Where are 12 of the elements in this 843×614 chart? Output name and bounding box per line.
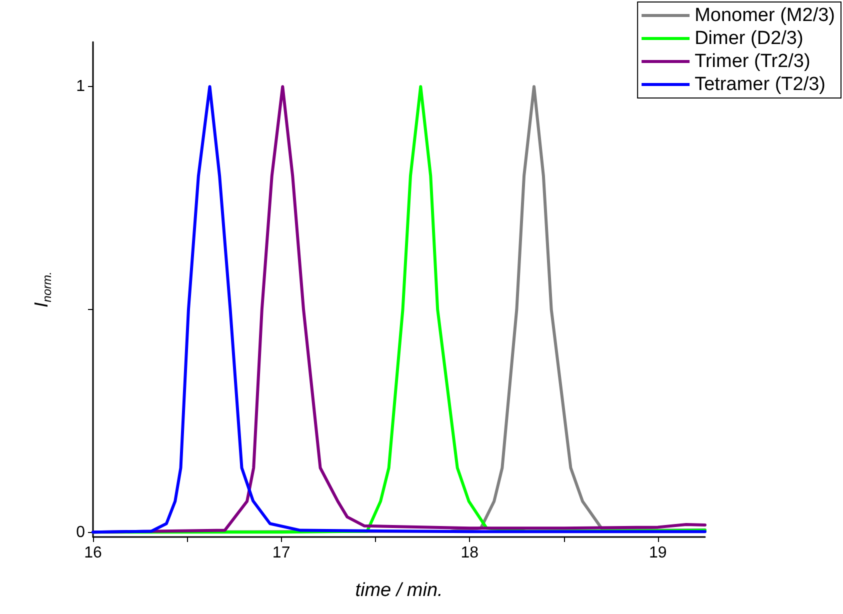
x-tick-label: 16 (84, 544, 102, 562)
x-axis-title: time / min. (355, 580, 443, 601)
x-tick-label: 17 (272, 544, 290, 562)
y-tick-label: 0 (76, 524, 86, 542)
legend-label: Trimer (Tr2/3) (694, 51, 810, 72)
legend-label: Monomer (M2/3) (694, 5, 835, 26)
x-tick-label: 18 (460, 544, 479, 562)
y-axis-title: Inorm. (32, 272, 54, 308)
legend-label: Tetramer (T2/3) (694, 74, 826, 95)
y-tick-label: 1 (76, 78, 86, 96)
x-tick-label: 19 (649, 544, 667, 562)
legend-label: Dimer (D2/3) (694, 28, 804, 49)
